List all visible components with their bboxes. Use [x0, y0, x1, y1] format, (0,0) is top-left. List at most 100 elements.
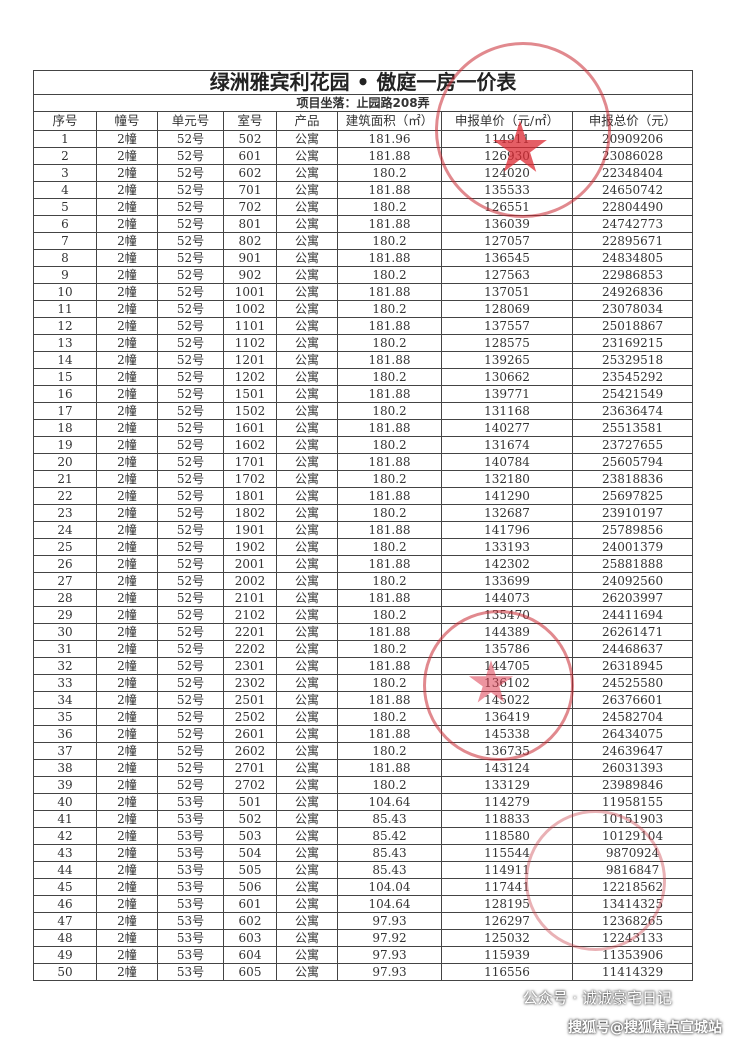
table-cell: 11958155 — [571, 793, 694, 811]
table-cell: 1502 — [223, 402, 277, 420]
table-row: 24 2幢 52号 1901 公寓 181.88 141796 25789856 — [33, 521, 694, 539]
table-cell: 140784 — [441, 453, 573, 471]
table-cell: 11353906 — [571, 946, 694, 964]
table-cell: 公寓 — [276, 572, 338, 590]
table-row: 15 2幢 52号 1202 公寓 180.2 130662 23545292 — [33, 368, 694, 386]
table-cell: 12218562 — [571, 878, 694, 896]
table-row: 14 2幢 52号 1201 公寓 181.88 139265 25329518 — [33, 351, 694, 369]
table-cell: 130662 — [441, 368, 573, 386]
table-cell: 公寓 — [276, 198, 338, 216]
table-cell: 25789856 — [571, 521, 694, 539]
table-cell: 24001379 — [571, 538, 694, 556]
table-cell: 506 — [223, 878, 277, 896]
table-cell: 180.2 — [337, 674, 442, 692]
table-cell: 181.88 — [337, 147, 442, 165]
table-cell: 52号 — [157, 538, 224, 556]
table-cell: 97.93 — [337, 963, 442, 981]
table-cell: 26434075 — [571, 725, 694, 743]
table-cell: 45 — [33, 878, 97, 896]
table-cell: 52号 — [157, 130, 224, 148]
table-cell: 11 — [33, 300, 97, 318]
table-cell: 115939 — [441, 946, 573, 964]
table-cell: 38 — [33, 759, 97, 777]
table-cell: 27 — [33, 572, 97, 590]
table-cell: 2101 — [223, 589, 277, 607]
table-cell: 25697825 — [571, 487, 694, 505]
table-cell: 604 — [223, 946, 277, 964]
table-cell: 133193 — [441, 538, 573, 556]
table-cell: 136102 — [441, 674, 573, 692]
table-cell: 136735 — [441, 742, 573, 760]
table-cell: 801 — [223, 215, 277, 233]
table-cell: 公寓 — [276, 946, 338, 964]
table-cell: 36 — [33, 725, 97, 743]
table-cell: 35 — [33, 708, 97, 726]
table-row: 18 2幢 52号 1601 公寓 181.88 140277 25513581 — [33, 419, 694, 437]
table-cell: 135786 — [441, 640, 573, 658]
table-cell: 180.2 — [337, 232, 442, 250]
table-cell: 13414325 — [571, 895, 694, 913]
table-cell: 2 — [33, 147, 97, 165]
table-cell: 2幢 — [96, 368, 158, 386]
table-cell: 180.2 — [337, 708, 442, 726]
table-cell: 2幢 — [96, 198, 158, 216]
table-cell: 53号 — [157, 861, 224, 879]
table-cell: 39 — [33, 776, 97, 794]
table-row: 17 2幢 52号 1502 公寓 180.2 131168 23636474 — [33, 402, 694, 420]
table-cell: 603 — [223, 929, 277, 947]
table-cell: 公寓 — [276, 147, 338, 165]
table-cell: 2幢 — [96, 691, 158, 709]
table-cell: 25421549 — [571, 385, 694, 403]
table-cell: 2502 — [223, 708, 277, 726]
table-cell: 23 — [33, 504, 97, 522]
table-cell: 公寓 — [276, 215, 338, 233]
table-cell: 85.43 — [337, 810, 442, 828]
table-cell: 53号 — [157, 929, 224, 947]
table-cell: 公寓 — [276, 827, 338, 845]
table-cell: 公寓 — [276, 929, 338, 947]
table-cell: 公寓 — [276, 300, 338, 318]
table-cell: 12 — [33, 317, 97, 335]
table-cell: 180.2 — [337, 538, 442, 556]
table-cell: 2幢 — [96, 436, 158, 454]
table-cell: 24650742 — [571, 181, 694, 199]
table-cell: 公寓 — [276, 725, 338, 743]
table-cell: 2幢 — [96, 623, 158, 641]
table-cell: 181.88 — [337, 249, 442, 267]
table-cell: 52号 — [157, 249, 224, 267]
table-cell: 181.88 — [337, 317, 442, 335]
table-row: 3 2幢 52号 602 公寓 180.2 124020 22348404 — [33, 164, 694, 182]
table-cell: 2幢 — [96, 640, 158, 658]
table-cell: 5 — [33, 198, 97, 216]
table-cell: 2幢 — [96, 555, 158, 573]
table-cell: 24092560 — [571, 572, 694, 590]
table-cell: 40 — [33, 793, 97, 811]
table-cell: 公寓 — [276, 691, 338, 709]
table-cell: 公寓 — [276, 776, 338, 794]
table-row: 1 2幢 52号 502 公寓 181.96 114911 20909206 — [33, 130, 694, 148]
table-cell: 公寓 — [276, 912, 338, 930]
table-cell: 26261471 — [571, 623, 694, 641]
table-cell: 15 — [33, 368, 97, 386]
table-row: 49 2幢 53号 604 公寓 97.93 115939 11353906 — [33, 946, 694, 964]
table-cell: 公寓 — [276, 164, 338, 182]
table-cell: 902 — [223, 266, 277, 284]
table-cell: 3 — [33, 164, 97, 182]
table-cell: 18 — [33, 419, 97, 437]
price-list-document: 绿洲雅宾利花园 • 傲庭一房一价表 项目坐落：止园路208弄 序号 幢号 单元号 室号… — [32, 70, 722, 1039]
table-cell: 公寓 — [276, 453, 338, 471]
table-cell: 53号 — [157, 878, 224, 896]
table-cell: 52号 — [157, 691, 224, 709]
table-cell: 31 — [33, 640, 97, 658]
table-row: 27 2幢 52号 2002 公寓 180.2 133699 24092560 — [33, 572, 694, 590]
table-cell: 136039 — [441, 215, 573, 233]
table-cell: 1602 — [223, 436, 277, 454]
table-cell: 22348404 — [571, 164, 694, 182]
table-cell: 1202 — [223, 368, 277, 386]
table-cell: 公寓 — [276, 334, 338, 352]
table-cell: 145338 — [441, 725, 573, 743]
table-cell: 2幢 — [96, 810, 158, 828]
table-cell: 24639647 — [571, 742, 694, 760]
table-cell: 23989846 — [571, 776, 694, 794]
table-cell: 2001 — [223, 555, 277, 573]
